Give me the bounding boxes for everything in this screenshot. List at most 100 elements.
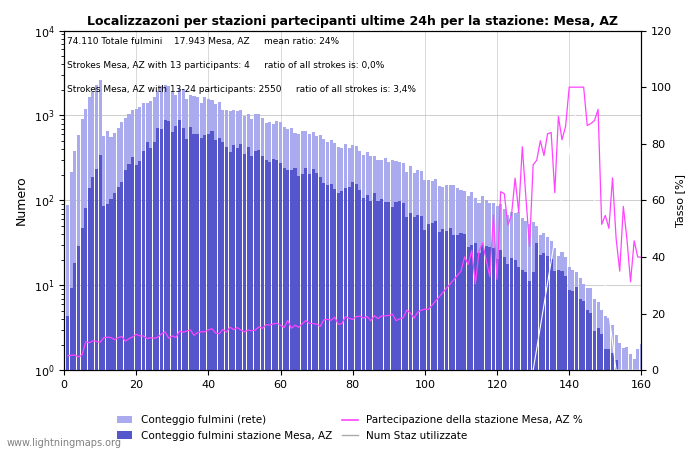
Bar <box>600 334 603 450</box>
Bar <box>578 299 582 450</box>
Bar <box>275 160 279 450</box>
Bar <box>218 102 220 450</box>
Bar <box>568 267 570 450</box>
Bar <box>117 187 120 450</box>
Bar <box>70 288 73 450</box>
Bar <box>348 148 351 450</box>
Bar <box>622 382 625 450</box>
Bar <box>625 347 629 450</box>
Bar <box>514 260 517 450</box>
Bar <box>265 160 267 450</box>
Bar <box>106 204 109 450</box>
Bar <box>369 156 372 450</box>
Bar <box>330 184 332 450</box>
Bar <box>171 92 174 450</box>
Bar <box>615 360 617 450</box>
Bar <box>77 246 80 450</box>
Bar <box>99 80 101 450</box>
Bar <box>380 198 383 450</box>
Bar <box>102 206 105 450</box>
Bar <box>409 213 412 450</box>
Bar <box>467 196 470 450</box>
Bar <box>506 264 510 450</box>
Bar <box>304 131 307 450</box>
Bar <box>293 168 297 450</box>
Bar <box>463 234 466 450</box>
Bar <box>484 200 488 450</box>
Bar <box>384 202 386 450</box>
Bar <box>474 243 477 450</box>
Bar <box>531 272 535 450</box>
Bar <box>430 223 433 450</box>
Bar <box>88 188 91 450</box>
Bar <box>318 135 322 450</box>
Bar <box>333 189 336 450</box>
Bar <box>290 128 293 450</box>
Bar <box>139 161 141 450</box>
Bar <box>510 212 513 450</box>
Bar <box>315 136 318 450</box>
Bar <box>528 281 531 450</box>
Bar <box>355 184 358 450</box>
Bar <box>629 354 632 450</box>
Bar <box>283 127 286 450</box>
Bar <box>308 174 311 450</box>
Bar <box>449 185 452 450</box>
Bar <box>481 245 484 450</box>
Bar <box>420 216 423 450</box>
Bar <box>514 213 517 450</box>
Bar <box>449 228 452 450</box>
Bar <box>261 118 264 450</box>
Bar <box>340 148 344 450</box>
Bar <box>492 203 495 450</box>
Bar <box>80 228 84 450</box>
Bar <box>203 97 206 450</box>
Bar <box>124 170 127 450</box>
Bar <box>279 122 282 450</box>
Bar <box>293 133 297 450</box>
Bar <box>218 139 220 450</box>
Bar <box>225 110 228 450</box>
Bar <box>199 139 203 450</box>
Bar <box>539 255 542 450</box>
Bar <box>596 328 600 450</box>
Bar <box>297 135 300 450</box>
Bar <box>582 301 585 450</box>
Bar <box>611 325 614 450</box>
Bar <box>92 177 94 450</box>
Bar <box>593 299 596 450</box>
Bar <box>326 185 329 450</box>
Bar <box>167 121 170 450</box>
Bar <box>261 156 264 450</box>
Title: Localizzazoni per stazioni partecipanti ultime 24h per la stazione: Mesa, AZ: Localizzazoni per stazioni partecipanti … <box>88 15 618 28</box>
Bar <box>203 135 206 450</box>
Bar <box>228 152 232 450</box>
Bar <box>380 160 383 450</box>
Bar <box>66 205 69 450</box>
Bar <box>564 276 567 450</box>
Bar <box>571 270 575 450</box>
Bar <box>571 291 575 450</box>
Bar <box>499 250 502 450</box>
Bar <box>604 316 607 450</box>
Bar <box>254 114 257 450</box>
Bar <box>181 128 185 450</box>
Bar <box>164 86 167 450</box>
Bar <box>286 129 289 450</box>
Bar <box>412 173 416 450</box>
Bar <box>167 86 170 450</box>
Bar <box>297 176 300 450</box>
Bar <box>420 171 423 450</box>
Bar <box>186 139 188 450</box>
Bar <box>391 207 394 450</box>
Bar <box>326 142 329 450</box>
Bar <box>250 118 253 450</box>
Bar <box>445 231 448 450</box>
Bar <box>524 272 528 450</box>
Bar <box>373 156 376 450</box>
Legend: Conteggio fulmini (rete), Conteggio fulmini stazione Mesa, AZ, Partecipazione de: Conteggio fulmini (rete), Conteggio fulm… <box>113 411 587 445</box>
Bar <box>557 256 560 450</box>
Bar <box>506 215 510 450</box>
Bar <box>539 234 542 450</box>
Bar <box>228 111 232 450</box>
